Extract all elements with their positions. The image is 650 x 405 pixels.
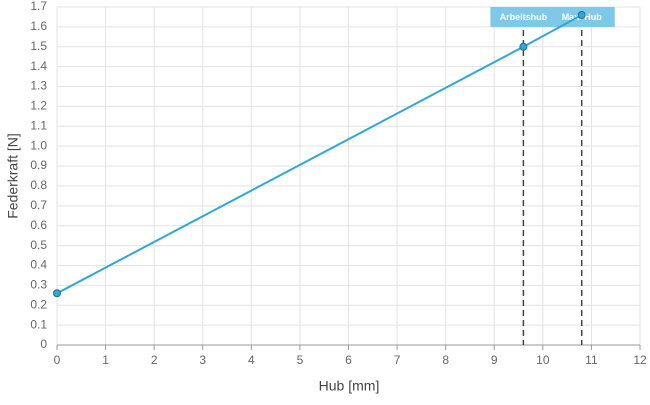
y-axis-label: Federkraft [N] <box>5 133 21 219</box>
y-tick-label: 0.2 <box>30 297 47 311</box>
y-tick-label: 1.3 <box>30 79 47 93</box>
y-tick-label: 0 <box>40 337 47 351</box>
y-tick-label: 1.6 <box>30 19 47 33</box>
x-tick-label: 10 <box>536 353 550 367</box>
x-tick-label: 9 <box>491 353 498 367</box>
y-tick-label: 1.5 <box>30 39 47 53</box>
x-tick-label: 7 <box>394 353 401 367</box>
x-tick-label: 12 <box>633 353 647 367</box>
y-tick-label: 0.8 <box>30 178 47 192</box>
y-tick-label: 1.7 <box>30 0 47 13</box>
x-tick-label: 11 <box>585 353 598 367</box>
y-tick-label: 1.4 <box>30 59 47 73</box>
x-tick-label: 8 <box>442 353 449 367</box>
x-tick-label: 0 <box>54 353 61 367</box>
y-tick-label: 0.3 <box>30 278 47 292</box>
y-tick-label: 0.4 <box>30 258 47 272</box>
x-tick-label: 1 <box>102 353 109 367</box>
x-tick-label: 5 <box>297 353 304 367</box>
annotation-box <box>490 7 557 27</box>
x-tick-label: 6 <box>345 353 352 367</box>
x-tick-label: 2 <box>151 353 158 367</box>
y-tick-label: 0.5 <box>30 238 47 252</box>
y-tick-label: 1.1 <box>30 118 47 132</box>
annotation-label: Arbeitshub <box>500 12 548 22</box>
x-axis-label: Hub [mm] <box>319 378 380 394</box>
line <box>56 14 583 295</box>
y-tick-label: 0.6 <box>30 218 47 232</box>
point <box>519 42 528 51</box>
x-tick-label: 3 <box>199 353 206 367</box>
x-tick-label: 4 <box>248 353 255 367</box>
y-tick-label: 0.1 <box>30 317 47 331</box>
y-tick-label: 0.7 <box>30 198 47 212</box>
point <box>53 289 61 298</box>
y-tick-label: 0.9 <box>30 158 47 172</box>
y-tick-label: 1.2 <box>30 99 47 113</box>
y-tick-label: 1.0 <box>30 138 47 152</box>
point <box>577 10 586 19</box>
